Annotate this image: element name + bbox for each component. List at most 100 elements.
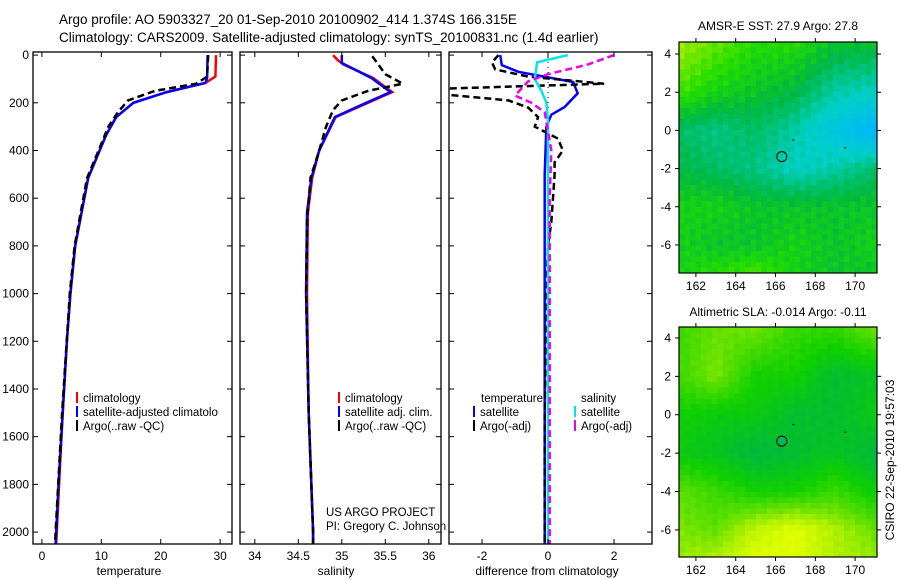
map-cell — [772, 398, 779, 405]
map-cell — [783, 360, 790, 366]
map-cell — [734, 64, 740, 70]
map-cell — [734, 234, 740, 241]
map-cell — [849, 113, 856, 120]
map-cell — [745, 212, 751, 219]
map-cell — [811, 262, 817, 268]
map-cell — [866, 393, 872, 399]
map-cell — [811, 53, 817, 59]
legend-label: satellite adj. clim. — [345, 407, 433, 419]
map-cell — [701, 376, 707, 383]
map-cell — [811, 492, 817, 498]
map-cell — [706, 547, 713, 553]
map-cell — [789, 552, 795, 558]
map-cell — [756, 47, 762, 54]
map-cell — [855, 481, 861, 487]
map-cell — [717, 168, 724, 175]
map-cell — [778, 174, 784, 180]
series-line-argo-raw-qc- — [304, 55, 407, 544]
map-cell — [706, 47, 713, 54]
map-cell — [805, 234, 812, 241]
map-cell — [822, 190, 828, 197]
map-cell — [767, 229, 773, 235]
map-cell — [838, 251, 845, 257]
map-cell — [794, 552, 801, 558]
salinity-legend: climatology satellite adj. clim. Argo(..… — [338, 392, 433, 433]
map-cell — [706, 80, 713, 87]
map-cell — [838, 256, 845, 263]
map-cell — [734, 343, 740, 350]
map-cell — [750, 475, 757, 482]
map-cell — [811, 360, 817, 366]
map-cell — [695, 332, 702, 339]
map-cell — [739, 245, 746, 252]
map-cell — [723, 393, 729, 399]
map-cell — [767, 223, 773, 230]
map-cell — [750, 80, 757, 87]
map-cell — [860, 47, 867, 54]
map-cell — [761, 415, 768, 421]
map-cell — [860, 152, 867, 158]
map-cell — [789, 119, 795, 125]
y-tick-label: 2 — [664, 369, 671, 383]
map-cell — [844, 91, 850, 98]
map-cell — [772, 157, 779, 164]
map-cell — [860, 267, 867, 274]
map-cell — [800, 530, 806, 537]
map-cell — [723, 459, 729, 465]
map-cell — [783, 552, 790, 558]
map-cell — [778, 343, 784, 350]
map-cell — [822, 464, 828, 471]
map-cell — [695, 102, 702, 109]
map-cell — [849, 415, 856, 421]
map-cell — [860, 486, 867, 493]
map-cell — [706, 404, 713, 410]
map-cell — [728, 86, 735, 92]
map-cell — [866, 190, 872, 197]
map-cell — [778, 547, 784, 553]
map-cell — [827, 409, 834, 416]
map-cell — [684, 530, 691, 537]
map-cell — [822, 514, 828, 520]
map-cell — [717, 102, 724, 109]
map-cell — [866, 86, 872, 92]
map-cell — [866, 459, 872, 465]
map-cell — [871, 240, 878, 246]
map-cell — [750, 349, 757, 355]
map-cell — [756, 185, 762, 191]
map-cell — [723, 398, 729, 405]
map-cell — [679, 47, 685, 54]
map-cell — [706, 42, 713, 48]
map-cell — [866, 108, 872, 114]
map-cell — [701, 58, 707, 65]
map-cell — [860, 102, 867, 109]
map-cell — [805, 146, 812, 153]
map-cell — [745, 119, 751, 125]
map-cell — [750, 130, 757, 136]
map-cell — [756, 80, 762, 87]
map-cell — [805, 58, 812, 65]
map-cell — [783, 185, 790, 191]
map-cell — [701, 437, 707, 443]
map-cell — [728, 332, 735, 339]
map-cell — [739, 207, 746, 213]
map-cell — [756, 442, 762, 449]
map-cell — [712, 453, 718, 460]
map-cell — [684, 475, 691, 482]
map-cell — [728, 442, 735, 449]
map-cell — [822, 53, 828, 59]
map-cell — [701, 547, 707, 553]
map-cell — [717, 47, 724, 54]
map-cell — [745, 415, 751, 421]
map-cell — [739, 536, 746, 542]
map-cell — [811, 124, 817, 131]
map-cell — [728, 398, 735, 405]
map-cell — [772, 360, 779, 366]
map-cell — [778, 119, 784, 125]
map-cell — [844, 459, 850, 465]
map-cell — [844, 124, 850, 131]
series-line-satellite-adjusted-climatology — [54, 55, 209, 544]
temperature-xlabel: temperature — [97, 564, 162, 578]
map-cell — [800, 338, 806, 344]
map-cell — [723, 525, 729, 531]
map-cell — [838, 58, 845, 65]
